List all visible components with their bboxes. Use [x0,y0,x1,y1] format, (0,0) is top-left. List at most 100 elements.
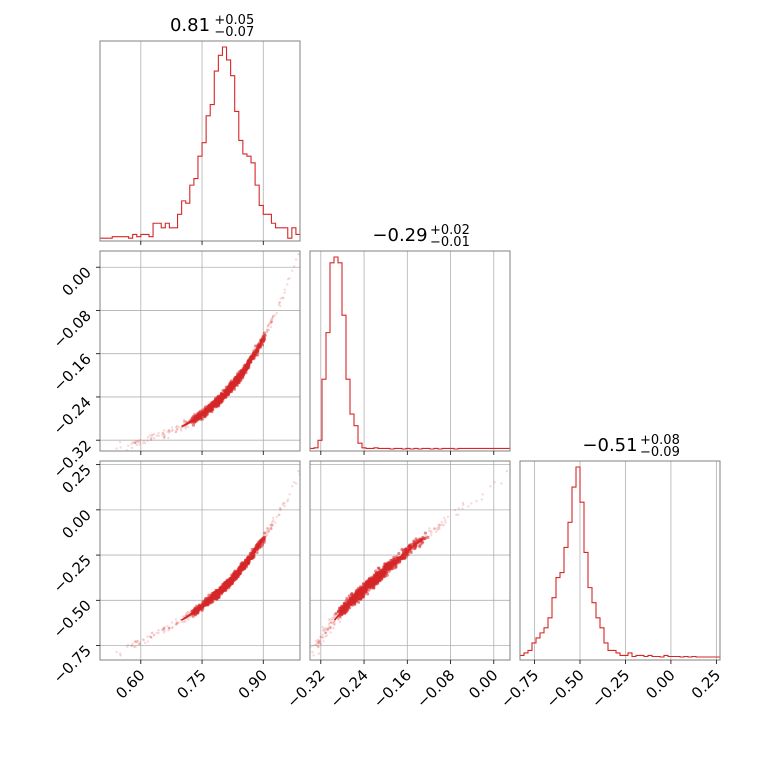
sample-point [423,531,428,535]
sample-point [328,627,331,630]
y-tick-label: −0.75 [50,642,95,687]
sample-point [184,420,188,423]
sample-point [337,618,340,621]
sample-point [182,620,186,624]
sample-point [271,516,275,520]
y-tick-label: −0.24 [50,393,95,438]
sample-point [269,325,273,329]
sample-point [138,438,142,442]
sample-point [326,629,330,632]
sample-point [130,644,133,648]
sample-point [321,633,324,636]
title-value: −0.29 [372,225,427,246]
sample-point [350,603,355,607]
sample-point [279,507,282,510]
sample-point [195,611,200,615]
data-layer [100,46,720,658]
sample-point [436,528,440,532]
sample-point [288,493,291,496]
sample-point [134,640,138,644]
y-tick-label: −0.16 [50,350,95,395]
sample-point [281,296,285,299]
sample-point [161,434,164,437]
sample-point [470,502,473,505]
sample-point [432,527,436,531]
sample-point [434,527,437,531]
sample-point [141,638,145,641]
scatter-2-0 [115,469,300,657]
x-tick-label: −0.24 [327,666,372,711]
sample-point [429,530,433,533]
sample-point [136,642,139,645]
sample-point [162,433,166,436]
sample-point [138,641,141,644]
sample-point [260,343,265,347]
sample-point [321,629,325,632]
sample-point [444,519,447,522]
sample-point [418,544,422,549]
frame-layer [99,40,721,661]
sample-point [179,427,183,430]
sample-point [332,621,336,624]
sample-point [279,304,282,308]
sample-point [151,433,154,437]
y-tick-label: 0.00 [58,263,94,299]
sample-point [240,561,244,565]
sample-point [297,252,300,256]
sample-point [267,323,270,327]
sample-point [174,618,178,621]
sample-point [163,626,166,630]
sample-point [362,593,366,597]
sample-point [316,641,320,645]
sample-point [407,543,412,547]
sample-point [232,387,236,391]
sample-point [152,633,156,636]
contour-line [181,338,264,428]
sample-point [177,621,181,624]
sample-point [438,523,441,526]
sample-point [269,319,272,322]
sample-point [462,503,465,507]
x-tick-label: −0.16 [370,666,415,711]
sample-point [489,485,492,488]
sample-point [175,427,179,430]
sample-point [384,562,388,567]
sample-point [430,531,433,534]
x-tick-label: −0.75 [497,666,542,711]
contour-line [181,338,264,428]
sample-point [184,427,188,430]
sample-point [480,498,484,501]
sample-point [176,428,179,431]
sample-point [275,515,278,518]
y-tick-label: −0.25 [50,551,95,596]
sample-point [331,616,334,620]
sample-point [263,333,267,338]
panel-title-1: −0.29 +0.02−0.01 [372,223,469,250]
sample-point [294,258,298,261]
sample-point [324,626,327,630]
panel-0-0 [99,40,301,242]
sample-point [266,325,269,328]
title-lower-error: −0.09 [640,445,680,460]
sample-point [267,324,270,327]
sample-point [437,525,440,528]
sample-point [456,513,460,517]
sample-point [374,572,378,576]
sample-point [162,627,165,630]
sample-point [322,627,326,631]
sample-point [269,527,273,531]
sample-point [275,311,278,315]
sample-point [333,620,336,623]
sample-point [167,626,171,629]
sample-point [167,428,171,432]
sample-point [286,277,290,281]
sample-point [174,425,178,429]
sample-point [363,590,367,594]
sample-point [434,530,438,533]
sample-point [332,623,336,627]
sample-point [163,434,166,437]
sample-point [163,629,166,632]
sample-point [455,513,458,516]
sample-point [269,523,272,527]
sample-point [177,425,181,429]
